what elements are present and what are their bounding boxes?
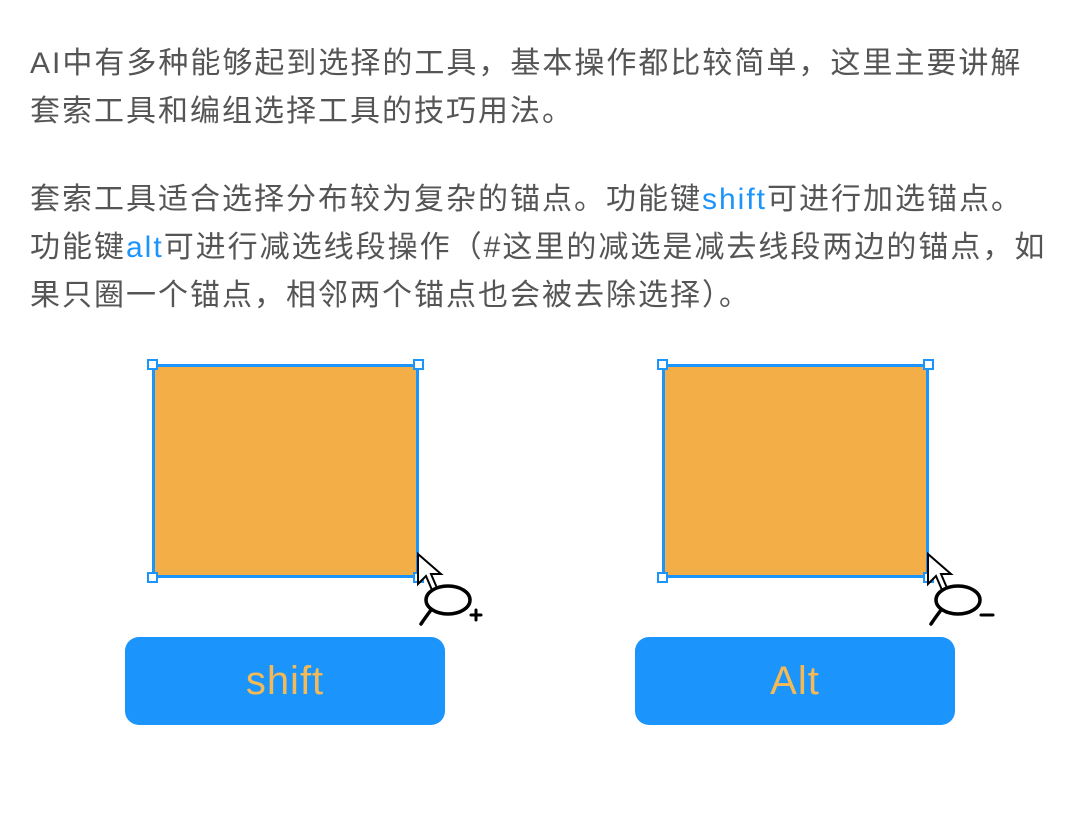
illustrations-container: shift Alt [30, 360, 1050, 725]
shift-illustration: shift [125, 360, 445, 725]
handle-top-right [413, 359, 424, 370]
handle-bottom-left [657, 572, 668, 583]
handle-top-left [147, 359, 158, 370]
selection-box-alt [658, 360, 933, 582]
text-segment: 套索工具适合选择分布较为复杂的锚点。功能键 [30, 183, 702, 216]
intro-paragraph: AI中有多种能够起到选择的工具，基本操作都比较简单，这里主要讲解套索工具和编组选… [30, 40, 1050, 136]
lasso-subtract-cursor-icon [923, 552, 1003, 632]
button-label: Alt [770, 659, 820, 704]
alt-highlight: alt [126, 231, 164, 264]
shift-highlight: shift [702, 183, 767, 216]
selection-box-shift [148, 360, 423, 582]
alt-key-button: Alt [635, 637, 955, 725]
lasso-description-paragraph: 套索工具适合选择分布较为复杂的锚点。功能键shift可进行加选锚点。功能键alt… [30, 176, 1050, 320]
alt-illustration: Alt [635, 360, 955, 725]
text-segment: 可进行减选线段操作（#这里的减选是减去线段两边的锚点，如果只圈一个锚点，相邻两个… [30, 231, 1046, 312]
shift-key-button: shift [125, 637, 445, 725]
selected-rect [662, 364, 929, 578]
lasso-add-cursor-icon [413, 552, 493, 632]
button-label: shift [246, 659, 324, 704]
handle-top-left [657, 359, 668, 370]
handle-bottom-left [147, 572, 158, 583]
handle-top-right [923, 359, 934, 370]
selected-rect [152, 364, 419, 578]
